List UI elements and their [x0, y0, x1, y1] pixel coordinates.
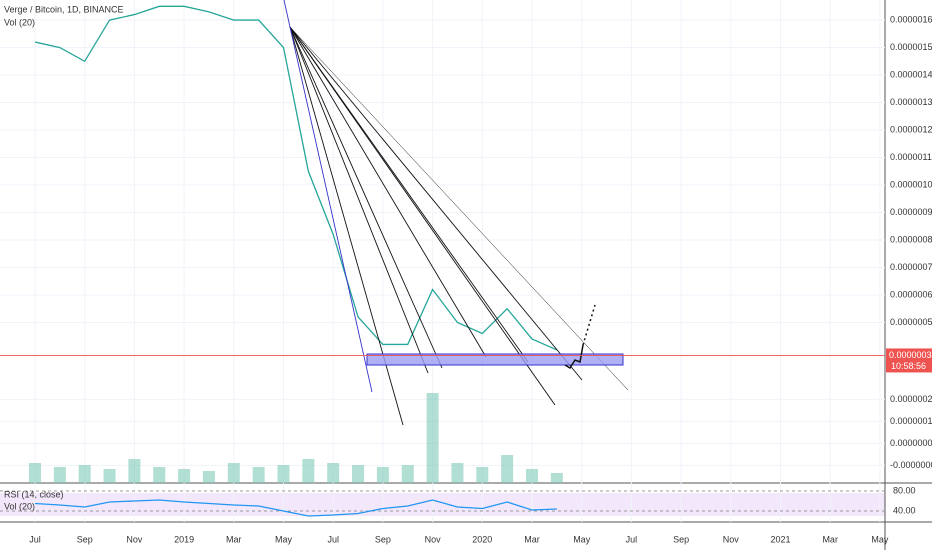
x-tick-label: Jul [626, 534, 638, 544]
volume-bar [451, 463, 464, 483]
volume-bar [227, 463, 240, 483]
projection [564, 344, 584, 370]
x-tick-label: May [573, 534, 591, 544]
volume-bar [128, 459, 141, 483]
volume-bar [103, 469, 116, 483]
x-tick-label: Jul [327, 534, 339, 544]
series-line [34, 5, 558, 351]
volume-bar [29, 463, 41, 483]
x-tick-label: Nov [425, 534, 442, 544]
countdown: 10:58:56 [891, 361, 926, 371]
x-tick-label: Mar [822, 534, 838, 544]
volume-bar [327, 463, 340, 483]
volume-bar [252, 467, 265, 483]
volume-bar [476, 467, 489, 483]
volume-label: Vol (20) [4, 17, 35, 27]
volume-bar [153, 467, 166, 483]
x-tick-label: Mar [524, 534, 540, 544]
volume-bar [550, 473, 563, 483]
volume-bar [352, 465, 365, 483]
x-tick-label: Jul [29, 534, 41, 544]
x-tick-label: Sep [77, 534, 93, 544]
rsi-volume-label: Vol (20) [4, 501, 35, 511]
x-tick-label: Nov [126, 534, 143, 544]
x-tick-label: Sep [673, 534, 689, 544]
y-tick-label: -0.00000002 [890, 460, 932, 470]
volume-bar [526, 469, 538, 483]
support-zone [366, 353, 624, 366]
x-tick-label: 2021 [770, 534, 790, 544]
x-tick-label: Nov [723, 534, 740, 544]
projection-dotted [582, 304, 596, 346]
volume-bar [178, 469, 191, 483]
y-tick-label: 0.00000022 [890, 394, 932, 404]
y-tick-label: 0.00000014 [890, 416, 932, 426]
last-price-box [886, 348, 932, 373]
volume-bar [376, 467, 389, 483]
volume-bar [302, 459, 315, 483]
rsi-tick-label: 80.00 [893, 485, 916, 495]
x-tick-label: Sep [375, 534, 391, 544]
x-tick-label: 2019 [174, 534, 194, 544]
last-price-label: 0.00000038 [889, 350, 932, 360]
volume-bar [501, 455, 514, 483]
rsi-band [0, 493, 885, 516]
chart-title: Verge / Bitcoin, 1D, BINANCE [4, 4, 124, 14]
x-tick-label: May [871, 534, 889, 544]
trend-line [289, 26, 373, 393]
volume-bar [53, 467, 66, 483]
trend-line [283, 0, 291, 28]
volume-bar [277, 465, 290, 483]
x-tick-label: Mar [226, 534, 242, 544]
volume-bar [426, 393, 439, 483]
series-line [34, 499, 557, 517]
x-tick-label: May [275, 534, 293, 544]
volume-bar [202, 471, 215, 483]
volume-bar [78, 465, 91, 483]
volume-bar [401, 465, 414, 483]
rsi-label: RSI (14, close) [4, 489, 64, 499]
y-tick-label: 0.00000006 [890, 438, 932, 448]
fan-lines [289, 26, 629, 426]
rsi-tick-label: 40.00 [893, 505, 916, 515]
x-tick-label: 2020 [472, 534, 492, 544]
